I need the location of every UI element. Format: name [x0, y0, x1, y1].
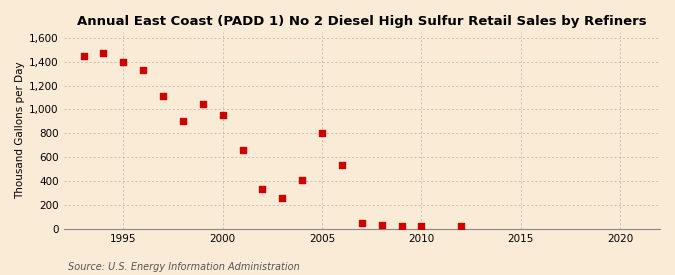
Point	[416, 224, 427, 228]
Point	[217, 113, 228, 118]
Point	[237, 148, 248, 152]
Text: Source: U.S. Energy Information Administration: Source: U.S. Energy Information Administ…	[68, 262, 299, 272]
Point	[376, 223, 387, 227]
Point	[337, 163, 348, 168]
Point	[197, 102, 208, 106]
Point	[178, 119, 188, 123]
Point	[396, 224, 407, 229]
Point	[78, 54, 89, 59]
Y-axis label: Thousand Gallons per Day: Thousand Gallons per Day	[15, 62, 25, 199]
Point	[297, 178, 308, 183]
Point	[317, 131, 327, 136]
Point	[456, 224, 466, 229]
Point	[98, 51, 109, 55]
Point	[158, 94, 169, 98]
Point	[356, 221, 367, 226]
Title: Annual East Coast (PADD 1) No 2 Diesel High Sulfur Retail Sales by Refiners: Annual East Coast (PADD 1) No 2 Diesel H…	[77, 15, 647, 28]
Point	[277, 196, 288, 200]
Point	[118, 60, 129, 64]
Point	[257, 187, 268, 191]
Point	[138, 68, 148, 72]
